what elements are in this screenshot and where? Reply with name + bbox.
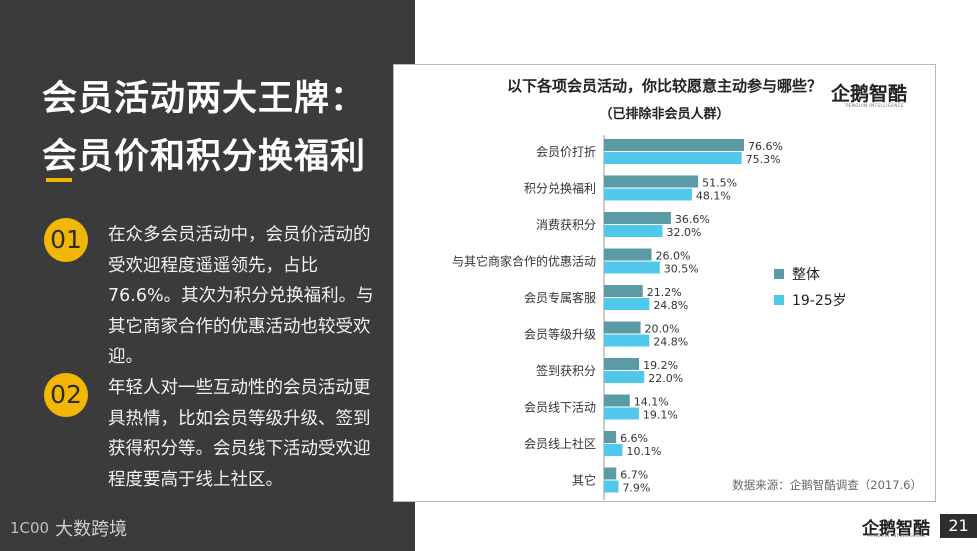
bar-young [604,152,742,164]
legend-swatch [774,295,784,305]
bar-value-label: 24.8% [653,299,688,312]
footer-logo-mark: 1C00 [10,519,50,537]
point-2-line-1: 年轻人对一些互动性的会员活动更 [108,378,371,398]
bar-young [604,480,619,493]
bar-chart: 会员价打折 76.6%75.3% 积分兑换福利 51.5%48.1% 消费获积分 36.6… [452,135,922,500]
bar-young [604,261,660,274]
category-label: 会员专属客服 [524,290,596,305]
point-1-line-4: 其它商家合作的优惠活动也较受欢 [108,316,371,337]
bar-young [604,334,650,347]
category-label: 其它 [572,473,596,488]
bar-value-label: 24.8% [653,336,688,349]
bar-value-label: 75.3% [746,153,781,166]
point-1-line-5: 迎。 [108,347,143,367]
bar-overall [604,139,744,151]
bar-value-label: 48.1% [696,190,731,203]
point-2-text: 年轻人对一些互动性的会员活动更 具热情，比如会员等级升级、签到 获得积分等。会员… [108,373,390,495]
bar-young [604,371,645,383]
footer-logo-text: 大数跨境 [55,519,128,540]
category-label: 与其它商家合作的优惠活动 [452,254,596,269]
point-1-line-3: 76.6%。其次为积分兑换福利。与 [108,286,374,306]
point-1-text: 在众多会员活动中，会员价活动的 受欢迎程度遥遥领先，占比 76.6%。其次为积分… [108,220,390,373]
slide-title-line-1: 会员活动两大王牌： [42,79,367,119]
chart-source-note: 数据来源：企鹅智酷调查（2017.6） [732,478,922,492]
title-underline [46,178,72,182]
chart-brand-sub: PENGUIN INTELLIGENCE [846,103,905,108]
page-number: 21 [940,514,977,538]
bottom-brand-sub: PENGUIN INTELLIGENCE [868,533,927,538]
category-label: 会员线下活动 [524,401,596,415]
bar-value-label: 32.0% [666,226,701,239]
bar-young [604,298,650,310]
bar-value-label: 7.9% [622,482,650,495]
bar-overall [604,212,671,224]
bar-value-label: 6.7% [620,469,648,482]
bar-value-label: 21.2% [647,286,682,299]
bar-value-label: 30.5% [664,263,699,276]
bar-overall [604,248,652,261]
bar-value-label: 19.1% [643,409,678,422]
chart-subtitle: （已排除非会员人群） [599,107,730,122]
bar-value-label: 14.1% [634,396,669,409]
legend-label: 整体 [792,267,820,283]
chart-box: 以下各项会员活动，你比较愿意主动参与哪些？ （已排除非会员人群） 企鹅智酷 PE… [393,64,936,502]
bar-overall [604,285,643,297]
bar-young [604,225,663,237]
bar-overall [604,394,630,407]
category-label: 消费获积分 [536,218,596,232]
bar-value-label: 19.2% [643,359,678,372]
bar-value-label: 22.0% [648,372,683,385]
chart-title: 以下各项会员活动，你比较愿意主动参与哪些？ [506,77,822,95]
bar-overall [604,175,699,188]
bar-value-label: 26.0% [656,250,691,263]
left-panel: 会员活动两大王牌： 会员价和积分换福利 01 在众多会员活动中，会员价活动的 受… [0,0,415,551]
bar-value-label: 6.6% [620,432,648,445]
point-1-line-2: 受欢迎程度遥遥领先，占比 [108,255,318,276]
category-label: 会员线上社区 [524,436,596,451]
bar-value-label: 36.6% [675,213,710,226]
bar-value-label: 76.6% [748,140,783,153]
chart-brand-logo: 企鹅智酷 [831,83,908,105]
point-2-line-2: 具热情，比如会员等级升级、签到 [108,408,371,429]
bar-value-label: 51.5% [702,177,737,190]
bar-value-label: 20.0% [645,323,680,336]
bar-overall [604,358,640,370]
legend-swatch [774,269,784,279]
bar-overall [604,321,641,334]
slide-title-line-2: 会员价和积分换福利 [42,137,367,177]
point-1-line-1: 在众多会员活动中，会员价活动的 [108,225,371,245]
bar-young [604,188,692,201]
point-2-line-4: 程度要高于线上社区。 [108,469,283,490]
bar-overall [604,467,617,480]
bar-overall [604,431,617,443]
legend-label: 19-25岁 [792,293,847,309]
bar-value-label: 10.1% [626,445,661,458]
category-label: 积分兑换福利 [524,181,596,196]
point-2-badge: 02 [44,373,88,417]
category-label: 签到获积分 [536,363,596,378]
point-1-badge: 01 [44,218,88,262]
category-label: 会员等级升级 [524,328,596,342]
bar-young [604,407,639,420]
point-2-line-3: 获得积分等。会员线下活动受欢迎 [108,439,371,459]
bar-young [604,444,623,456]
bottom-brand-logo: 企鹅智酷 [862,519,930,539]
category-label: 会员价打折 [536,144,596,159]
footer-logo: 1C00 大数跨境 [10,515,127,541]
